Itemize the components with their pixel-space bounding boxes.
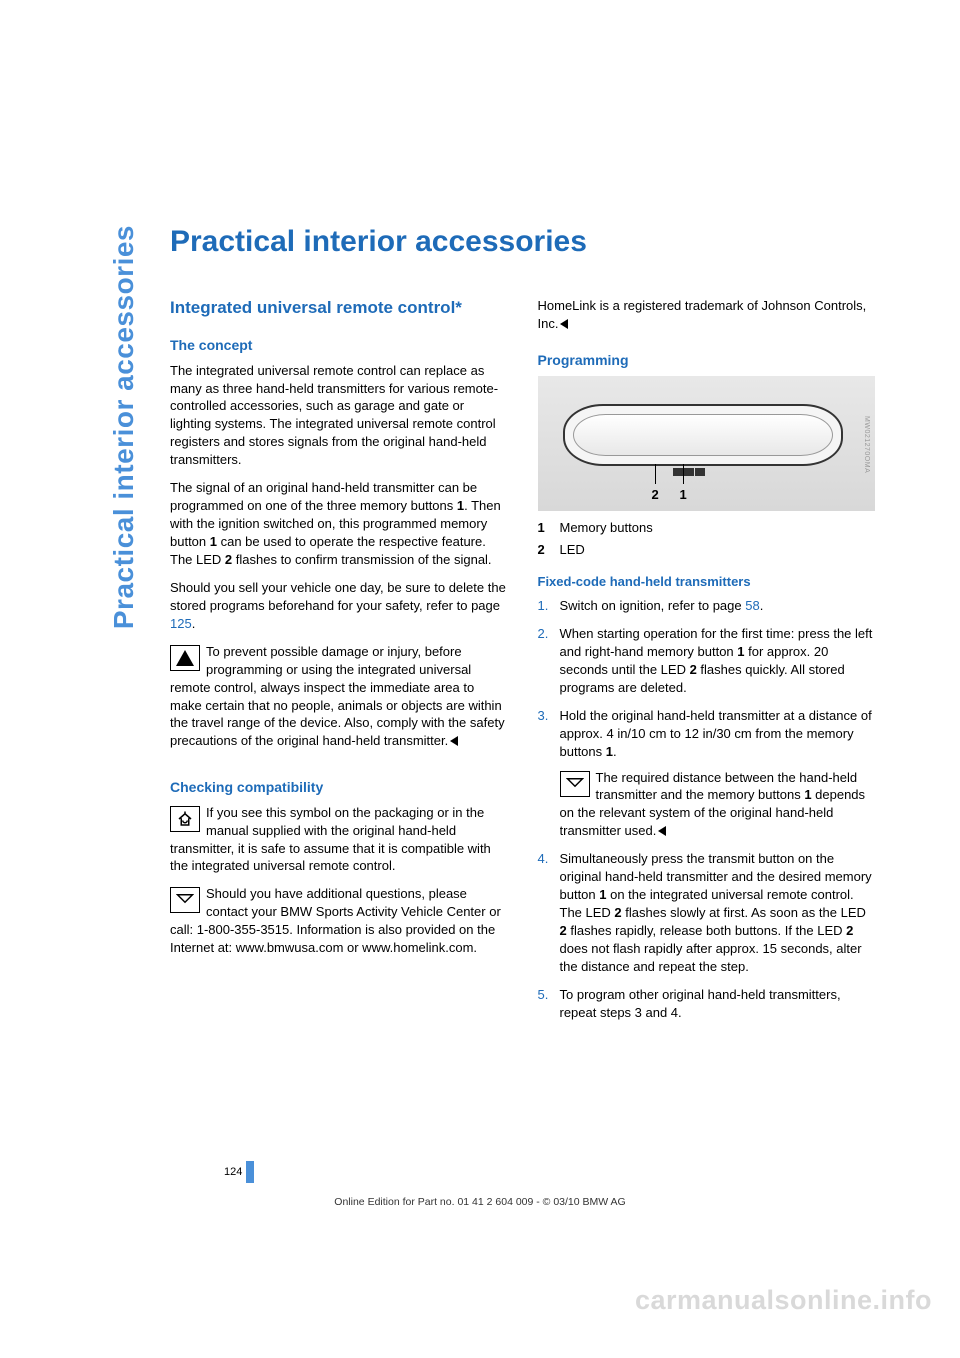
text-fragment: .: [613, 744, 617, 759]
text-fragment: Switch on ignition, refer to page: [560, 598, 746, 613]
side-tab-label: Practical interior accessories: [108, 225, 140, 629]
text-fragment: does not flash rapidly after approx. 15 …: [560, 941, 862, 974]
ref-bold: 1: [599, 887, 606, 902]
page-link[interactable]: 125: [170, 616, 192, 631]
legend-num: 2: [538, 541, 560, 559]
text-fragment: flashes to confirm transmission of the s…: [232, 552, 491, 567]
warning-note: To prevent possible damage or injury, be…: [170, 643, 508, 751]
list-item: To program other original hand-held tran…: [538, 986, 876, 1022]
text-fragment: If you see this symbol on the packaging …: [170, 805, 491, 874]
end-marker-icon: [658, 826, 666, 836]
text-fragment: The signal of an original hand-held tran…: [170, 480, 477, 513]
list-item: Simultaneously press the transmit button…: [538, 850, 876, 976]
diagram-callout-2: 2: [652, 486, 659, 504]
body-text: The integrated universal remote control …: [170, 362, 508, 470]
text-fragment: Should you have additional questions, pl…: [170, 886, 501, 955]
legend-num: 1: [538, 519, 560, 537]
callout-legend: 1 Memory buttons 2 LED: [538, 519, 876, 559]
list-item: When starting operation for the first ti…: [538, 625, 876, 697]
ref-bold: 1: [737, 644, 744, 659]
ref-bold: 2: [846, 923, 853, 938]
content-columns: Integrated universal remote control* The…: [170, 297, 875, 1032]
subheading-concept: The concept: [170, 336, 508, 355]
legend-label: LED: [560, 541, 585, 559]
page-number: 124: [224, 1161, 254, 1183]
homelink-icon: [170, 806, 200, 832]
page: Practical interior accessories Practical…: [0, 0, 960, 1358]
ref-bold: 1: [210, 534, 217, 549]
text-fragment: HomeLink is a registered trademark of Jo…: [538, 298, 867, 331]
text-fragment: flashes rapidly, release both buttons. I…: [567, 923, 846, 938]
procedure-list: Switch on ignition, refer to page 58. Wh…: [538, 597, 876, 1022]
note-icon: [170, 887, 200, 913]
ref-bold: 2: [560, 923, 567, 938]
note-icon: [560, 771, 590, 797]
ref-bold: 2: [614, 905, 621, 920]
end-marker-icon: [560, 319, 568, 329]
left-column: Integrated universal remote control* The…: [170, 297, 508, 1032]
watermark: carmanualsonline.info: [635, 1285, 932, 1316]
body-text: HomeLink is a registered trademark of Jo…: [538, 297, 876, 333]
subheading-programming: Programming: [538, 351, 876, 370]
ref-bold: 1: [804, 787, 811, 802]
mirror-diagram: 1 2 MW021270OMA: [538, 376, 876, 511]
body-text: If you see this symbol on the packaging …: [170, 804, 508, 876]
body-text: The signal of an original hand-held tran…: [170, 479, 508, 569]
body-text: Should you sell your vehicle one day, be…: [170, 579, 508, 633]
body-text: Should you have additional questions, pl…: [170, 885, 508, 957]
text-fragment: .: [760, 598, 764, 613]
ref-bold: 1: [606, 744, 613, 759]
section-heading: Integrated universal remote control*: [170, 297, 508, 318]
subheading-fixed-code: Fixed-code hand-held transmitters: [538, 573, 876, 591]
warning-icon: [170, 645, 200, 671]
right-column: HomeLink is a registered trademark of Jo…: [538, 297, 876, 1032]
end-marker-icon: [450, 736, 458, 746]
subheading-compat: Checking compatibility: [170, 778, 508, 797]
chapter-title: Practical interior accessories: [170, 225, 875, 259]
text-fragment: .: [192, 616, 196, 631]
text-fragment: flashes slowly at first. As soon as the …: [622, 905, 866, 920]
diagram-callout-1: 1: [680, 486, 687, 504]
legend-label: Memory buttons: [560, 519, 653, 537]
text-fragment: Should you sell your vehicle one day, be…: [170, 580, 506, 613]
list-item: Switch on ignition, refer to page 58.: [538, 597, 876, 615]
footer-text: Online Edition for Part no. 01 41 2 604 …: [0, 1196, 960, 1208]
page-link[interactable]: 58: [745, 598, 759, 613]
list-item: Hold the original hand-held transmitter …: [538, 707, 876, 841]
diagram-code: MW021270OMA: [861, 416, 871, 473]
text-fragment: To prevent possible damage or injury, be…: [170, 644, 505, 749]
ref-bold: 2: [690, 662, 697, 677]
